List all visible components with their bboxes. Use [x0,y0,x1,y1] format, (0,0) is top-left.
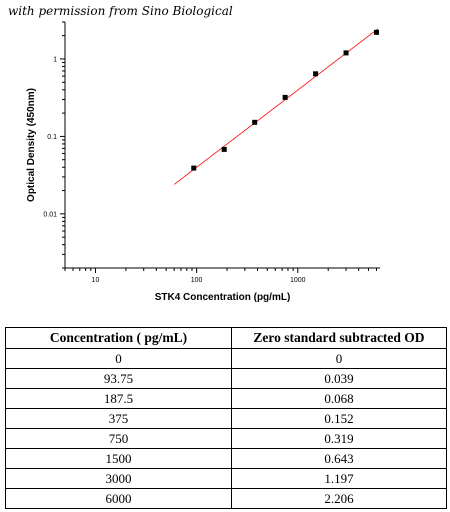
table-header-row: Concentration ( pg/mL) Zero standard sub… [5,327,447,349]
y-tick-label: 0.1 [47,134,57,141]
data-point [313,71,319,77]
table-header-concentration: Concentration ( pg/mL) [5,327,232,349]
y-axis-label: Optical Density (450nm) [26,88,37,202]
table-row: 93.75 0.039 [5,368,447,389]
data-point [252,119,258,125]
table-cell: 187.5 [5,388,232,409]
table-cell: 1500 [5,448,232,469]
y-tick-label: 0.01 [43,211,57,218]
table-cell: 0.643 [231,448,447,469]
table-row: 187.5 0.068 [5,388,447,409]
table-row: 6000 2.206 [5,488,447,509]
table-row: 1500 0.643 [5,448,447,469]
table-row: 375 0.152 [5,408,447,429]
table-cell: 0 [5,348,232,369]
standard-data-table: Concentration ( pg/mL) Zero standard sub… [5,327,447,509]
permission-credit: with permission from Sino Biological [8,4,233,18]
data-point [191,165,197,171]
x-tick-label: 100 [191,277,203,284]
table-cell: 1.197 [231,468,447,489]
table-cell: 0.039 [231,368,447,389]
table-cell: 2.206 [231,488,447,509]
table-cell: 0.319 [231,428,447,449]
table-cell: 0.152 [231,408,447,429]
y-tick-label: 1 [53,56,57,63]
standard-curve-chart: 10 100 1000 0.01 0.1 1 STK4 Concentration (pg… [26,21,380,303]
data-point [373,29,379,35]
x-axis-label: STK4 Concentration (pg/mL) [155,292,291,303]
table-row: 3000 1.197 [5,468,447,489]
table-cell: 375 [5,408,232,429]
table-cell: 0 [231,348,447,369]
x-tick-label: 1000 [290,277,306,284]
table-cell: 6000 [5,488,232,509]
table-row: 750 0.319 [5,428,447,449]
data-point [282,94,288,100]
x-tick-label: 10 [92,277,100,284]
table-cell: 3000 [5,468,232,489]
data-point [221,146,227,152]
chart-axes: 10 100 1000 0.01 0.1 1 [43,21,380,284]
table-header-od: Zero standard subtracted OD [231,327,447,349]
table-cell: 0.068 [231,388,447,409]
table-cell: 750 [5,428,232,449]
data-points-group [191,29,379,171]
data-point [343,50,349,56]
table-cell: 93.75 [5,368,232,389]
